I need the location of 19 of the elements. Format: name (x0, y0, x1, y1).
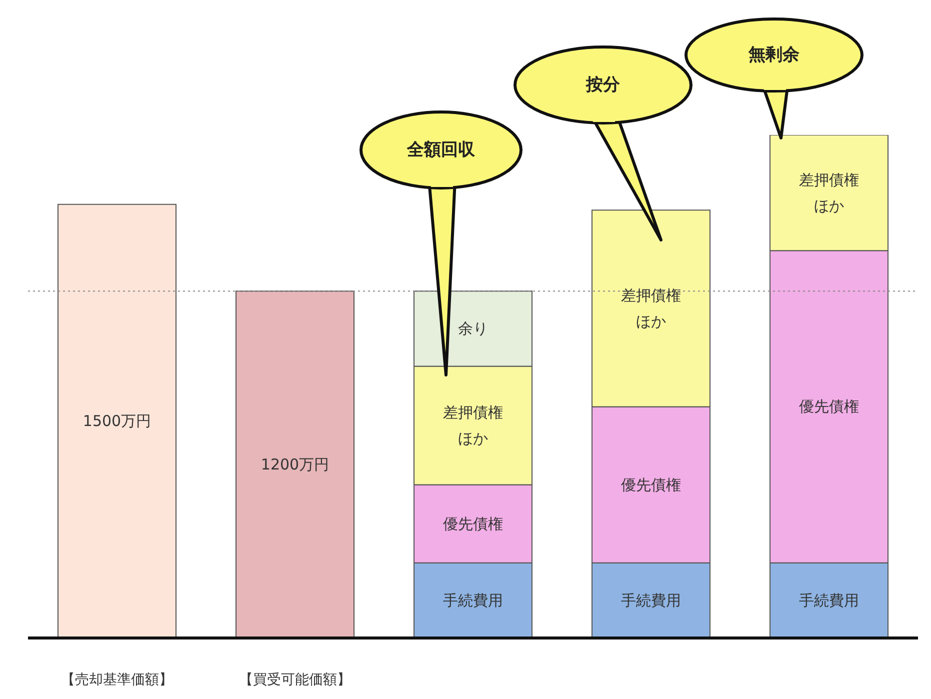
series-label: 差押債権ほか (443, 404, 503, 448)
series-label: 手続費用 (443, 591, 503, 610)
bar (236, 290, 354, 638)
text: 差押債権ほか (799, 170, 859, 215)
annotation: 全額回収 (406, 140, 476, 160)
x-tick-label: 【売却基準価額】 (61, 672, 173, 688)
series-label: 優先債権 (443, 514, 503, 533)
series-label: 余り (458, 320, 488, 338)
text: 差押債権ほか (621, 286, 681, 330)
text: 無剰余 (748, 45, 800, 65)
text: 手続費用 (799, 591, 859, 610)
x-tick-label: 【買受可能価額】 (239, 672, 351, 688)
data-label: 1500万円 (82, 412, 152, 430)
text: 優先債権 (799, 398, 859, 416)
data-label: 1200万円 (260, 456, 330, 474)
text: 手続費用 (621, 591, 681, 610)
text: 優先債権 (621, 476, 681, 494)
text: 按分 (585, 75, 621, 95)
bar (58, 204, 176, 638)
